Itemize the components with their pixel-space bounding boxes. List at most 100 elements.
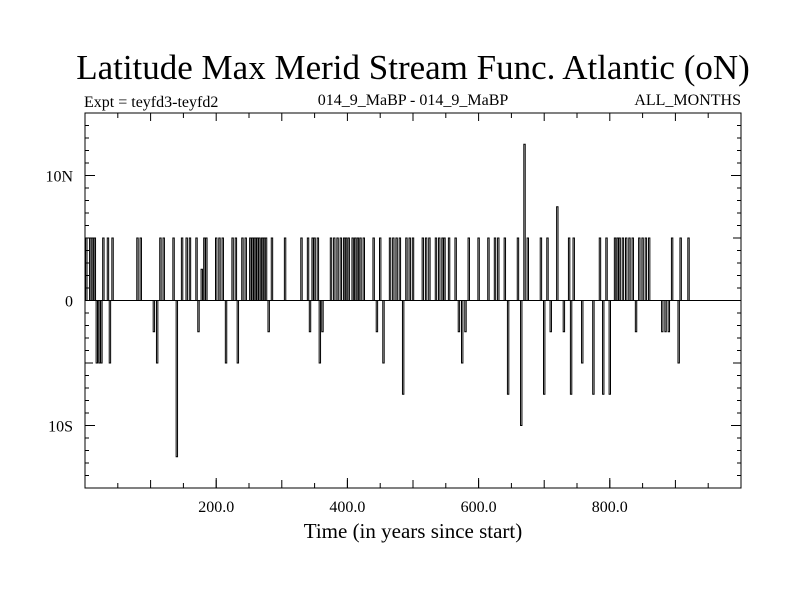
data-spike xyxy=(236,300,240,364)
data-spike xyxy=(506,300,510,395)
major-ticks xyxy=(85,175,741,488)
data-spike xyxy=(249,237,252,301)
data-spike xyxy=(111,237,114,301)
data-spike xyxy=(411,237,415,301)
x-axis-label: Time (in years since start) xyxy=(304,519,523,543)
data-spike xyxy=(667,300,671,333)
data-spike xyxy=(375,300,379,333)
data-spike xyxy=(180,237,184,301)
data-spike xyxy=(454,237,457,301)
period-label: 014_9_MaBP - 014_9_MaBP xyxy=(318,92,509,109)
data-spike xyxy=(316,237,320,301)
data-spike xyxy=(428,237,431,301)
data-spike xyxy=(264,237,268,301)
data-spike xyxy=(621,237,625,301)
data-spike xyxy=(321,300,324,333)
data-spike xyxy=(136,237,139,301)
data-spike xyxy=(421,237,425,301)
data-spike xyxy=(155,300,159,364)
x-tick-label: 400.0 xyxy=(329,499,365,516)
data-spike xyxy=(670,237,674,301)
data-spike xyxy=(379,237,382,301)
y-tick-labels: 10N 0 10S xyxy=(45,169,73,436)
data-spike xyxy=(520,300,523,426)
x-tick-label: 200.0 xyxy=(198,499,234,516)
data-spike xyxy=(221,237,224,301)
data-spike xyxy=(318,300,322,364)
data-spike xyxy=(339,237,343,301)
data-spike xyxy=(467,237,470,301)
data-spike xyxy=(108,300,112,364)
data-spike xyxy=(372,237,375,301)
y-tick-label: 0 xyxy=(65,294,73,311)
data-spike xyxy=(602,300,605,395)
data-spike xyxy=(139,237,142,301)
data-spike xyxy=(664,300,667,333)
data-spike xyxy=(98,300,101,364)
data-spike xyxy=(392,237,395,301)
data-spike xyxy=(283,237,287,301)
data-spike xyxy=(159,237,162,301)
data-spike xyxy=(197,300,200,333)
minor-ticks xyxy=(85,113,741,488)
data-spike xyxy=(408,237,411,301)
y-tick-label: 10S xyxy=(48,419,73,436)
data-spike xyxy=(569,300,573,395)
data-spike xyxy=(613,237,617,301)
data-spike xyxy=(205,237,208,301)
data-spike xyxy=(631,237,634,301)
data-spike xyxy=(195,237,198,301)
data-series xyxy=(85,143,690,458)
experiment-label: Expt = teyfd3-teyfd2 xyxy=(84,94,218,111)
data-spike xyxy=(616,237,619,301)
data-spike xyxy=(85,237,88,301)
data-spike xyxy=(677,300,680,364)
data-spike xyxy=(270,237,274,301)
data-spike xyxy=(262,237,266,301)
data-spike xyxy=(598,237,602,301)
x-tick-label: 800.0 xyxy=(592,499,628,516)
data-spike xyxy=(608,300,611,395)
data-spike xyxy=(605,237,608,301)
data-spike xyxy=(503,237,507,301)
data-spike xyxy=(244,237,247,301)
data-spike xyxy=(260,237,264,301)
data-spike xyxy=(477,237,480,301)
data-spike xyxy=(251,237,254,301)
data-spike xyxy=(188,237,192,301)
data-spike xyxy=(567,237,571,301)
data-spike xyxy=(329,237,333,301)
data-spike xyxy=(300,237,303,301)
chart-title: Latitude Max Merid Stream Func. Atlantic… xyxy=(76,48,750,87)
data-spike xyxy=(224,300,228,364)
data-spike xyxy=(526,237,529,301)
data-spike xyxy=(95,300,99,364)
data-spike xyxy=(241,237,244,301)
data-spike xyxy=(644,237,648,301)
data-spike xyxy=(641,237,644,301)
data-spike xyxy=(254,237,257,301)
data-spike xyxy=(441,237,444,301)
data-spike xyxy=(218,237,221,301)
data-spike xyxy=(679,237,682,301)
data-spike xyxy=(185,237,188,301)
data-spike xyxy=(562,300,566,333)
data-spike xyxy=(401,300,405,395)
months-label: ALL_MONTHS xyxy=(634,92,741,109)
data-spike xyxy=(267,300,270,333)
data-spike xyxy=(628,237,631,301)
data-spike xyxy=(203,237,206,301)
data-spike xyxy=(351,237,354,301)
data-spike xyxy=(447,237,451,301)
data-spike xyxy=(256,237,259,301)
data-spike xyxy=(359,237,362,301)
data-spike xyxy=(687,237,690,301)
data-spike xyxy=(102,237,105,301)
data-spike xyxy=(382,300,385,364)
data-spike xyxy=(464,300,467,333)
data-spike xyxy=(634,300,638,333)
data-spike xyxy=(405,237,408,301)
data-spike xyxy=(175,300,179,458)
data-spike xyxy=(231,237,234,301)
data-spike xyxy=(336,237,339,301)
